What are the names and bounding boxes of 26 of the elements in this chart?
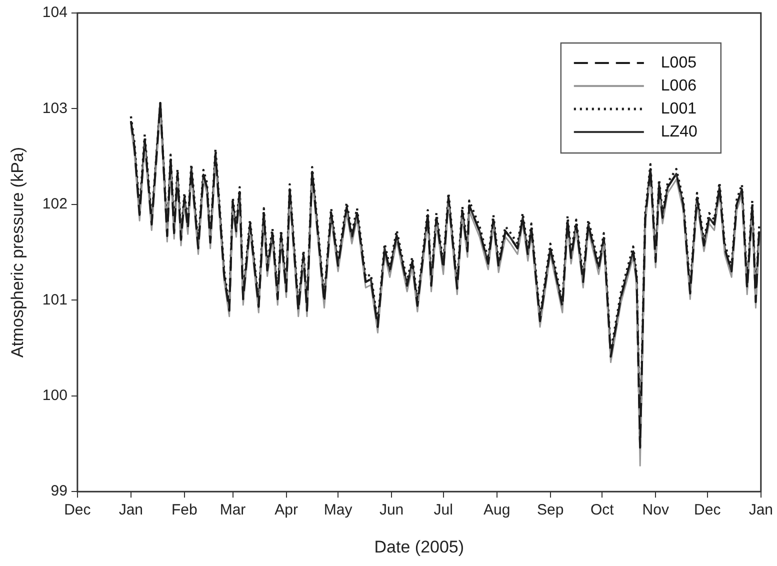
legend-label: LZ40: [660, 123, 698, 140]
x-tick-label: May: [324, 502, 353, 519]
y-tick-label: 100: [42, 387, 68, 404]
x-tick-label: Dec: [694, 502, 722, 519]
y-tick-label: 103: [42, 100, 68, 117]
x-tick-label: Feb: [172, 502, 198, 519]
x-tick-label: Jan: [118, 502, 144, 519]
x-tick-label: Apr: [274, 502, 298, 519]
x-tick-label: Nov: [642, 502, 670, 519]
legend-label: L005: [660, 54, 697, 72]
x-tick-label: Jun: [379, 502, 404, 519]
y-tick-label: 102: [42, 196, 68, 213]
x-tick-label: Sep: [536, 502, 564, 519]
y-tick-label: 99: [50, 482, 68, 500]
x-tick-label: Mar: [220, 502, 246, 519]
x-tick-label: Jul: [434, 502, 453, 519]
x-axis-title: Date (2005): [374, 537, 464, 556]
x-tick-label: Oct: [590, 502, 615, 519]
y-tick-label: 104: [42, 4, 68, 22]
x-tick-label: Aug: [483, 502, 510, 519]
legend-label: L006: [660, 77, 697, 94]
y-axis-title: Atmospheric pressure (kPa): [8, 146, 27, 358]
legend-label: L001: [660, 100, 697, 118]
y-tick-label: 101: [42, 291, 68, 308]
x-tick-label: Jan: [748, 502, 773, 519]
x-tick-label: Dec: [64, 502, 92, 519]
